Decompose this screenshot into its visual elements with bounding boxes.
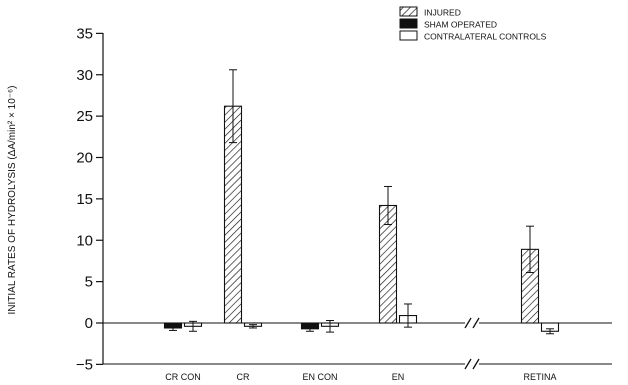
legend-label: CONTRALATERAL CONTROLS	[424, 32, 547, 42]
y-tick-label: −5	[76, 356, 93, 373]
x-axis: CR CON CR EN CON EN RETINA	[103, 317, 612, 382]
legend-swatch	[399, 30, 418, 41]
x-tick-label: CR CON	[165, 372, 201, 382]
axis-break-gap	[465, 362, 479, 366]
axis-break-stroke	[472, 317, 480, 329]
axis-break-stroke	[464, 317, 472, 329]
x-tick-label: EN	[392, 372, 405, 382]
y-tick-label: 20	[76, 150, 93, 167]
y-tick-label: 35	[76, 25, 93, 42]
legend-label: SHAM OPERATED	[424, 20, 497, 30]
x-tick-label: EN CON	[302, 372, 337, 382]
axis-break-gap	[465, 321, 479, 325]
legend: INJURED SHAM OPERATED CONTRALATERAL CONTRO…	[399, 6, 547, 42]
x-tick-label: RETINA	[523, 372, 556, 382]
axis-break-stroke	[472, 358, 480, 370]
axis-break-mark	[464, 358, 480, 370]
y-tick-label: 15	[76, 191, 93, 208]
axis-break-stroke	[464, 358, 472, 370]
y-axis-label: INITIAL RATES OF HYDROLYSIS (ΔA/min² × 1…	[7, 86, 18, 315]
y-tick-label: 0	[85, 315, 93, 332]
y-tick-label: 25	[76, 108, 93, 125]
plot-area	[163, 69, 560, 335]
y-axis: −5 0 5 10 15 20 25 30 35	[76, 25, 104, 373]
legend-label: INJURED	[424, 8, 461, 18]
legend-swatch	[399, 18, 418, 29]
y-tick-label: 10	[76, 232, 93, 249]
y-tick-label: 5	[85, 274, 93, 291]
axis-break-mark	[464, 317, 480, 329]
legend-swatch	[399, 6, 418, 17]
x-tick-label: CR	[237, 372, 250, 382]
y-tick-label: 30	[76, 67, 93, 84]
